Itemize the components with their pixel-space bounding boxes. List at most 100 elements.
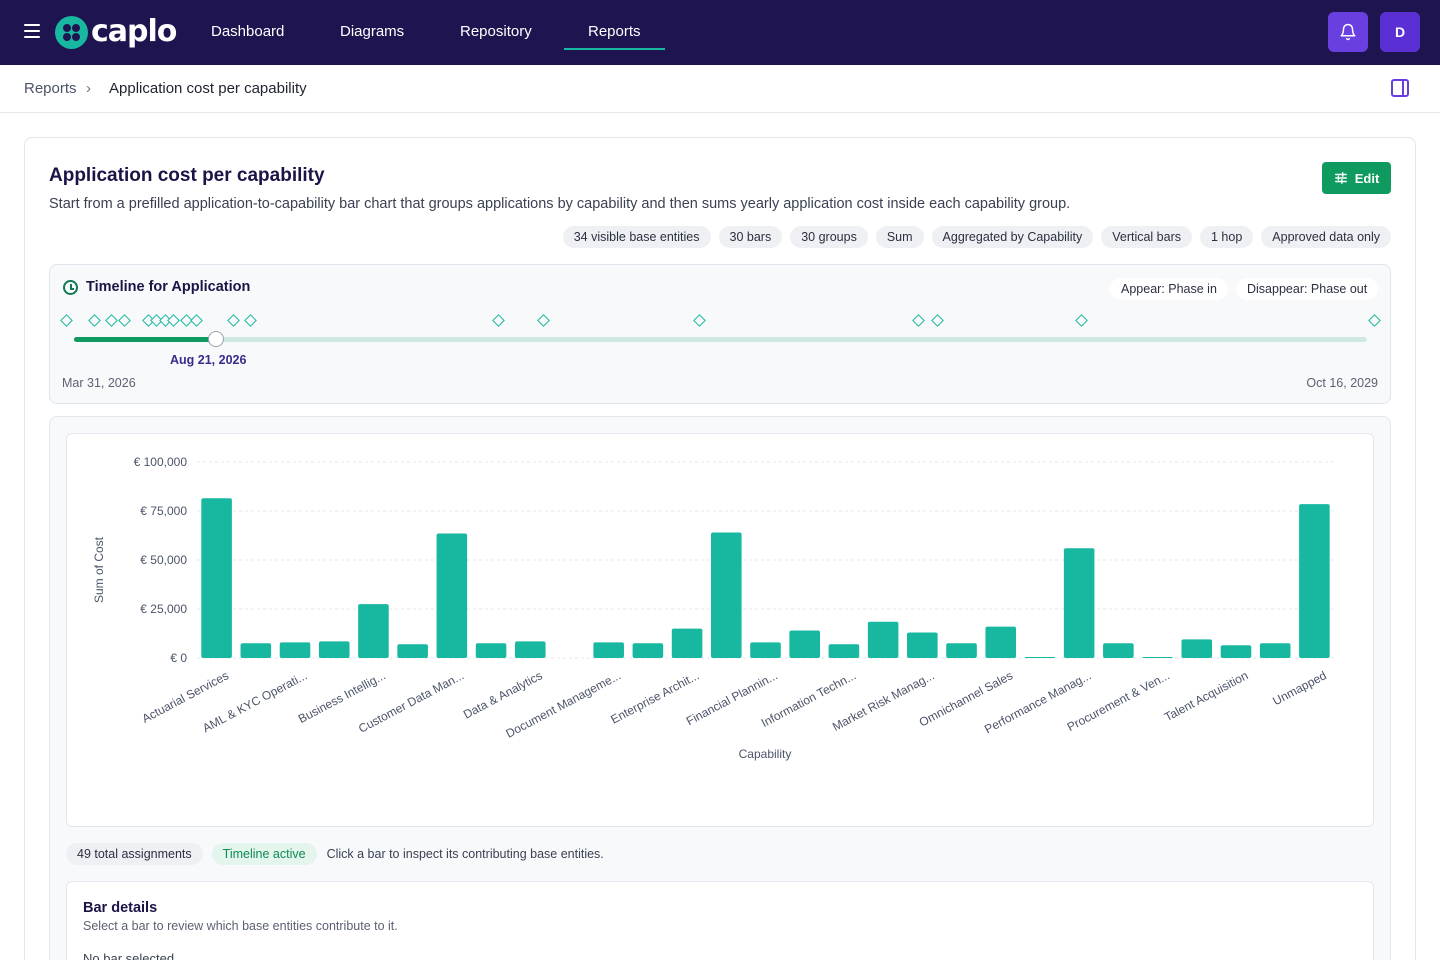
timeline-event-marker-icon[interactable] (1074, 314, 1088, 327)
chart-bar[interactable] (1259, 643, 1291, 658)
breadcrumb: Reports › Application cost per capabilit… (0, 65, 1440, 113)
y-axis-label: Sum of Cost (92, 536, 106, 603)
chart-bar[interactable] (1220, 645, 1252, 658)
timeline-slider-handle[interactable] (208, 331, 225, 347)
timeline-panel: Timeline for Application Appear: Phase i… (49, 264, 1391, 404)
chart-hint: Click a bar to inspect its contributing … (326, 847, 604, 861)
chart-bar[interactable] (1103, 643, 1134, 658)
page-title: Application cost per capability (49, 165, 325, 186)
x-axis-label: Capability (739, 747, 792, 761)
timeline-event-marker-icon[interactable] (88, 314, 102, 327)
y-tick-label: € 75,000 (140, 504, 187, 518)
timeline-track[interactable] (74, 337, 1367, 342)
timeline-event-marker-icon[interactable] (166, 314, 180, 327)
bar-chart: € 0€ 25,000€ 50,000€ 75,000€ 100,000Actu… (92, 455, 1334, 761)
chart-bar[interactable] (475, 643, 507, 658)
chart-bar[interactable] (828, 644, 860, 658)
logo-mark-icon (55, 15, 88, 49)
timeline-status-badge: Timeline active (211, 843, 317, 865)
x-tick-label: Talent Acquisition (1162, 668, 1250, 724)
chart-bar[interactable] (1181, 639, 1213, 658)
nav-reports[interactable]: Reports (564, 0, 664, 65)
caplo-logo[interactable]: caplo (55, 14, 177, 49)
y-tick-label: € 100,000 (134, 455, 188, 469)
edit-button-label: Edit (1354, 170, 1380, 186)
chip-base-entities: 34 visible base entities (562, 226, 711, 248)
chart-bar[interactable] (436, 533, 468, 658)
bar-details-title: Bar details (83, 900, 158, 916)
timeline-event-marker-icon[interactable] (59, 314, 73, 327)
disappear-phase-badge: Disappear: Phase out (1236, 278, 1379, 300)
sliders-icon (1334, 172, 1347, 184)
nav-repository[interactable]: Repository (460, 23, 532, 40)
chart-bar[interactable] (907, 632, 938, 658)
timeline-event-marker-icon[interactable] (105, 314, 119, 327)
timeline-event-marker-icon[interactable] (118, 314, 132, 327)
nav-dashboard[interactable]: Dashboard (211, 23, 285, 40)
chart-bar[interactable] (1142, 657, 1173, 658)
chart-area: € 0 € 25,000 € 50,000 € 75,000 € 100,000 Actu… (66, 433, 1374, 827)
timeline-event-marker-icon[interactable] (190, 314, 204, 327)
timeline-end-date: Oct 16, 2029 (1306, 376, 1378, 390)
timeline-event-marker-icon[interactable] (912, 314, 926, 327)
chart-summary: 49 total assignments Timeline active Cli… (66, 843, 604, 865)
timeline-start-date: Mar 31, 2026 (62, 376, 136, 390)
chart-bar[interactable] (514, 641, 546, 658)
logo-text: caplo (91, 14, 177, 49)
chart-bar[interactable] (358, 604, 389, 658)
timeline-event-marker-icon[interactable] (692, 314, 706, 327)
chart-bar[interactable] (593, 642, 624, 658)
user-avatar[interactable]: D (1380, 12, 1420, 52)
timeline-event-marker-icon[interactable] (227, 314, 240, 327)
chart-bar[interactable] (632, 643, 664, 658)
chart-bar[interactable] (318, 641, 350, 658)
chip-orientation: Vertical bars (1101, 226, 1192, 248)
chip-aggregated-by: Aggregated by Capability (931, 226, 1094, 248)
chart-bar[interactable] (397, 644, 428, 658)
timeline-event-marker-icon[interactable] (244, 314, 257, 327)
chart-bar[interactable] (1063, 548, 1095, 658)
chart-bar[interactable] (201, 498, 232, 658)
chart-bar[interactable] (750, 642, 781, 658)
chart-bar[interactable] (711, 532, 742, 658)
chip-bars: 30 bars (718, 226, 783, 248)
chart-bar[interactable] (1024, 657, 1056, 658)
side-panel-toggle-icon[interactable] (1391, 79, 1409, 97)
report-config-chips: 34 visible base entities 30 bars 30 grou… (562, 226, 1391, 248)
assignments-count-badge: 49 total assignments (66, 843, 203, 865)
notifications-button[interactable] (1328, 12, 1368, 52)
timeline-progress-fill (74, 337, 217, 342)
bar-details-panel: Bar details Select a bar to review which… (66, 881, 1374, 960)
chip-aggregation: Sum (875, 226, 924, 248)
top-navigation-bar: caplo Dashboard Diagrams Repository Repo… (0, 0, 1440, 65)
chart-bar[interactable] (985, 626, 1017, 658)
chip-hops: 1 hop (1200, 226, 1254, 248)
y-tick-label: € 0 (170, 651, 187, 665)
bar-details-subtitle: Select a bar to review which base entiti… (83, 919, 398, 933)
clock-icon (63, 280, 78, 295)
timeline-event-marker-icon[interactable] (537, 314, 550, 327)
edit-button[interactable]: Edit (1322, 162, 1391, 194)
bar-details-empty: No bar selected (83, 951, 175, 960)
chart-bar[interactable] (946, 643, 977, 658)
chart-bar[interactable] (789, 630, 820, 658)
chart-bar[interactable] (240, 643, 272, 658)
chart-bar[interactable] (671, 628, 703, 658)
report-description: Start from a prefilled application-to-ca… (49, 196, 1071, 212)
timeline-title: Timeline for Application (86, 279, 251, 295)
timeline-event-marker-icon[interactable] (1367, 314, 1381, 327)
y-tick-label: € 50,000 (140, 553, 187, 567)
x-tick-label: Unmapped (1270, 668, 1328, 708)
breadcrumb-reports-link[interactable]: Reports (24, 80, 77, 97)
timeline-current-date: Aug 21, 2026 (170, 353, 247, 367)
nav-diagrams[interactable]: Diagrams (340, 23, 405, 40)
bell-icon (1340, 23, 1356, 41)
timeline-event-marker-icon[interactable] (492, 314, 506, 327)
chart-bar[interactable] (279, 642, 311, 658)
y-tick-label: € 25,000 (140, 602, 187, 616)
chart-bar[interactable] (1299, 504, 1330, 658)
breadcrumb-chevron-icon: › (86, 80, 91, 97)
timeline-event-marker-icon[interactable] (930, 314, 944, 327)
chart-bar[interactable] (867, 621, 899, 658)
menu-icon[interactable] (24, 24, 40, 40)
